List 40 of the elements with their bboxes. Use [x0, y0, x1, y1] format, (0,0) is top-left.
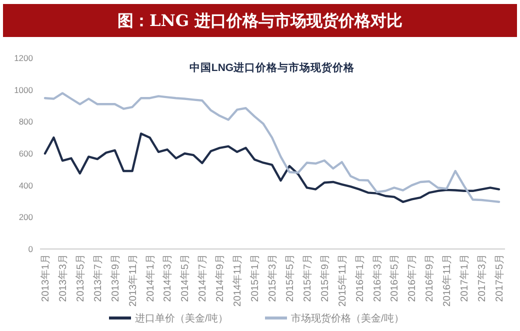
x-tick-label: 2016年7月 [406, 254, 418, 302]
x-tick-label: 2017年1月 [458, 254, 471, 302]
y-tick-label: 400 [18, 180, 34, 190]
x-tick-label: 2015年9月 [318, 254, 331, 302]
x-tick-label: 2016年1月 [354, 254, 366, 302]
x-tick-label: 2015年1月 [249, 254, 262, 302]
x-tick-label: 2017年3月 [476, 254, 488, 302]
x-tick-label: 2013年1月 [40, 254, 52, 302]
chart-title: 图：LNG 进口价格与市场现货价格对比 [117, 11, 403, 30]
line-series [44, 132, 500, 203]
y-tick-label: 200 [18, 212, 34, 222]
x-tick-label: 2016年9月 [424, 254, 436, 302]
x-tick-label: 2015年3月 [266, 254, 278, 302]
y-tick-label: 0 [28, 244, 34, 254]
y-tick-label: 1200 [14, 53, 34, 63]
legend-label: 市场现货价格（美金/吨） [291, 312, 404, 324]
y-tick-label: 1000 [14, 84, 34, 95]
line-series [44, 92, 500, 203]
x-tick-label: 2013年9月 [109, 254, 122, 302]
y-tick-label: 800 [18, 116, 34, 127]
x-tick-label: 2016年11月 [441, 254, 454, 307]
x-tick-label: 2016年5月 [388, 254, 401, 302]
x-tick-label: 2013年3月 [56, 254, 69, 302]
x-tick-label: 2013年5月 [74, 254, 86, 302]
x-tick-label: 2014年9月 [214, 254, 226, 302]
x-tick-label: 2015年5月 [284, 254, 296, 302]
chart-subtitle: 中国LNG进口价格与市场现货价格 [189, 61, 356, 74]
x-tick-label: 2017年5月 [494, 254, 506, 302]
x-tick-label: 2014年11月 [232, 254, 244, 307]
x-tick-label: 2014年7月 [196, 254, 209, 302]
x-tick-label: 2015年7月 [301, 254, 314, 302]
x-tick-label: 2015年11月 [336, 254, 348, 307]
x-tick-label: 2013年7月 [92, 254, 104, 302]
x-tick-label: 2013年11月 [126, 254, 139, 307]
legend-label: 进口单价（美金/吨） [135, 312, 228, 324]
x-tick-label: 2014年1月 [144, 254, 156, 302]
x-tick-label: 2014年5月 [179, 254, 192, 302]
x-tick-label: 2014年3月 [162, 254, 174, 302]
y-tick-label: 600 [18, 148, 34, 158]
x-tick-label: 2016年3月 [371, 254, 384, 302]
